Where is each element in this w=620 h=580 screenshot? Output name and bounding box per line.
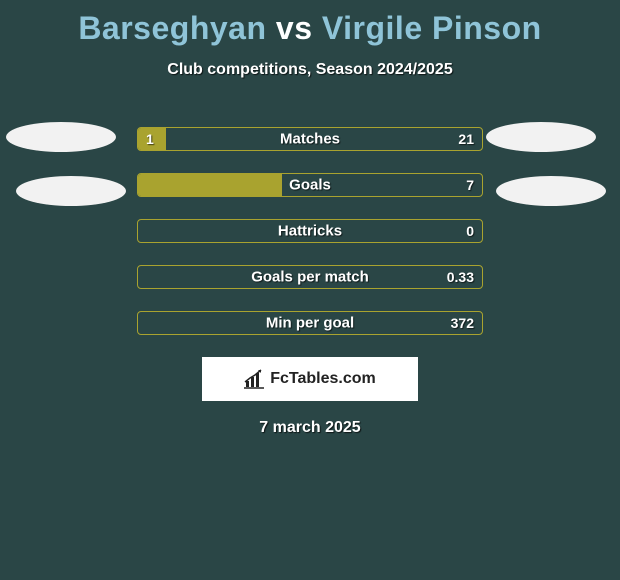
stat-right-value: 7 <box>466 177 474 193</box>
branding-text: FcTables.com <box>270 370 376 388</box>
player1-avatar-bottom <box>16 176 126 206</box>
comparison-title: Barseghyan vs Virgile Pinson <box>0 0 620 47</box>
stat-row: Hattricks0 <box>137 219 483 243</box>
stat-row: 1Matches21 <box>137 127 483 151</box>
player1-avatar-top <box>6 122 116 152</box>
branding-box[interactable]: FcTables.com <box>202 357 418 401</box>
stat-right-value: 0 <box>466 223 474 239</box>
stat-label: Goals <box>138 177 482 194</box>
stats-container: 1Matches21 Goals7 Hattricks0 Goals per matc… <box>137 127 483 335</box>
stat-label: Min per goal <box>138 315 482 332</box>
stat-right-value: 21 <box>458 131 474 147</box>
stat-row: Goals7 <box>137 173 483 197</box>
stat-right-value: 372 <box>451 315 474 331</box>
player1-name: Barseghyan <box>78 10 266 46</box>
stat-row: Min per goal372 <box>137 311 483 335</box>
title-vs: vs <box>276 10 313 46</box>
stat-row: Goals per match0.33 <box>137 265 483 289</box>
date-text: 7 march 2025 <box>0 419 620 437</box>
stat-label: Matches <box>138 131 482 148</box>
subtitle: Club competitions, Season 2024/2025 <box>0 61 620 79</box>
stat-right-value: 0.33 <box>447 269 474 285</box>
stat-label: Goals per match <box>138 269 482 286</box>
player2-name: Virgile Pinson <box>322 10 542 46</box>
chart-icon <box>244 369 266 389</box>
player2-avatar-top <box>486 122 596 152</box>
stat-label: Hattricks <box>138 223 482 240</box>
player2-avatar-bottom <box>496 176 606 206</box>
